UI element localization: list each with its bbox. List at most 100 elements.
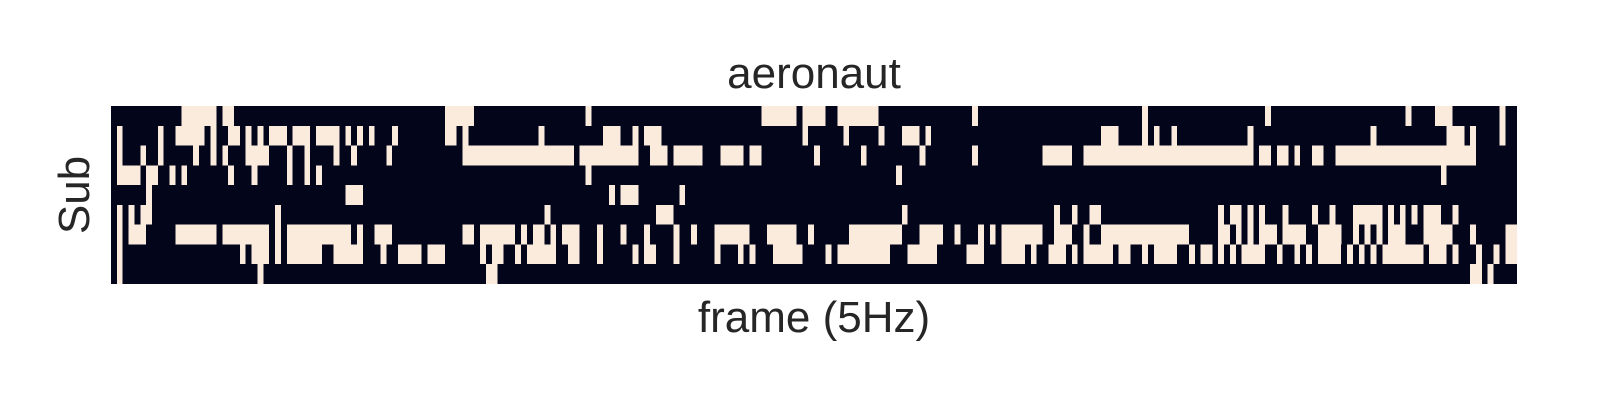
heatmap-cell-on [351, 145, 358, 166]
heatmap-cell-on [1247, 204, 1254, 225]
heatmap-cell-on [485, 145, 498, 166]
heatmap-cell-on [286, 224, 311, 245]
heatmap-cell-on [474, 145, 486, 166]
heatmap-cell-on [269, 125, 276, 146]
heatmap-cell-on [245, 145, 258, 166]
heatmap-cell-on [1241, 244, 1248, 265]
heatmap-cell-on [972, 145, 979, 166]
heatmap-cell-on [978, 244, 984, 265]
heatmap-cell-on [491, 224, 510, 245]
heatmap-cell-on [316, 244, 322, 265]
heatmap-cell-on [228, 125, 235, 146]
heatmap-cell-on [720, 145, 727, 166]
heatmap-cell-on [327, 224, 346, 245]
heatmap-cell-on [1470, 224, 1476, 245]
heatmap-cell-on [673, 244, 680, 265]
heatmap-cell-on [1306, 244, 1312, 265]
heatmap-cell-on [849, 244, 861, 265]
heatmap-cell-on [1142, 244, 1148, 265]
heatmap-cell-on [661, 145, 668, 166]
heatmap-cell-on [1393, 244, 1412, 265]
heatmap-cell-on [146, 185, 153, 205]
heatmap-cell-on [1159, 224, 1172, 245]
heatmap-cell-on [1265, 145, 1271, 166]
heatmap-cell-on [1259, 224, 1266, 245]
heatmap-cell-on [398, 244, 416, 265]
heatmap-cell-on [644, 244, 656, 265]
heatmap-cell-on [796, 244, 803, 265]
heatmap-cell-on [1235, 224, 1242, 245]
heatmap-cell-on [1311, 204, 1318, 225]
heatmap-cell-on [128, 165, 135, 186]
heatmap-cell-on [1270, 224, 1277, 245]
heatmap-cell-on [1358, 244, 1365, 265]
heatmap-cell-on [1364, 224, 1371, 245]
heatmap-cell-on [1294, 244, 1301, 265]
heatmap-cell-on [497, 145, 510, 166]
heatmap-cell-on [275, 224, 281, 245]
heatmap-cell-on [368, 125, 375, 146]
heatmap-cell-on [1060, 224, 1066, 245]
heatmap-cell-on [532, 145, 545, 166]
heatmap-cell-on [966, 244, 979, 265]
heatmap-cell-on [855, 106, 879, 126]
heatmap-cell-on [989, 224, 996, 245]
heatmap-cell-on [1013, 224, 1025, 245]
heatmap-cell-on [122, 165, 129, 186]
heatmap-cell-on [1499, 106, 1506, 126]
heatmap-cell-on [644, 224, 650, 245]
heatmap-cell-on [310, 224, 328, 245]
heatmap-cell-on [1276, 244, 1283, 265]
heatmap-cell-on [790, 106, 797, 126]
heatmap-cell-on [333, 145, 340, 166]
heatmap-cell-on [333, 244, 346, 265]
heatmap-cell-on [444, 125, 451, 146]
heatmap-cell-on [210, 145, 217, 166]
heatmap-cell-on [1042, 145, 1066, 166]
heatmap-cell-on [1329, 204, 1336, 225]
chart-title: aeronaut [727, 49, 901, 98]
heatmap-cell-on [1253, 244, 1266, 265]
heatmap-cell-on [1188, 244, 1195, 265]
heatmap-cell-on [515, 244, 522, 265]
heatmap-cell-on [1095, 244, 1107, 265]
heatmap-cell-on [251, 224, 258, 245]
heatmap-cell-on [778, 224, 785, 245]
heatmap-cell-on [919, 224, 938, 245]
heatmap-cell-on [1388, 145, 1418, 166]
heatmap-cell-on [731, 224, 750, 245]
heatmap-cell-on [1224, 224, 1230, 245]
heatmap-cell-on [298, 244, 317, 265]
heatmap-cell-on [1142, 125, 1148, 146]
heatmap-cell-on [597, 244, 604, 265]
heatmap-cell-on [896, 165, 902, 186]
heatmap-cell-on [1388, 204, 1394, 225]
heatmap-plot-area [111, 106, 1517, 284]
heatmap-cell-on [1317, 145, 1324, 166]
heatmap-cell-on [497, 244, 504, 265]
heatmap-cell-on [954, 224, 961, 245]
heatmap-cell-on [146, 165, 158, 186]
heatmap-cell-on [579, 145, 592, 166]
heatmap-cell-on [1065, 224, 1072, 245]
heatmap-cell-on [1446, 125, 1459, 146]
heatmap-cell-on [1388, 224, 1406, 245]
heatmap-cell-on [251, 165, 258, 186]
heatmap-cell-on [585, 106, 592, 126]
heatmap-cell-on [843, 125, 850, 146]
heatmap-cell-on [304, 165, 311, 186]
heatmap-cell-on [649, 145, 662, 166]
heatmap-cell-on [345, 125, 352, 146]
heatmap-cell-on [860, 244, 873, 265]
heatmap-cell-on [1124, 224, 1131, 245]
heatmap-cell-on [978, 224, 984, 245]
heatmap-cell-on [919, 145, 926, 166]
heatmap-cell-on [1106, 224, 1119, 245]
heatmap-cell-on [175, 125, 194, 146]
heatmap-cell-on [1417, 145, 1430, 166]
heatmap-cell-on [690, 224, 697, 245]
heatmap-cell-on [1153, 244, 1178, 265]
heatmap-cell-on [427, 244, 445, 265]
heatmap-cell-on [210, 125, 217, 146]
heatmap-cell-on [1352, 224, 1359, 245]
